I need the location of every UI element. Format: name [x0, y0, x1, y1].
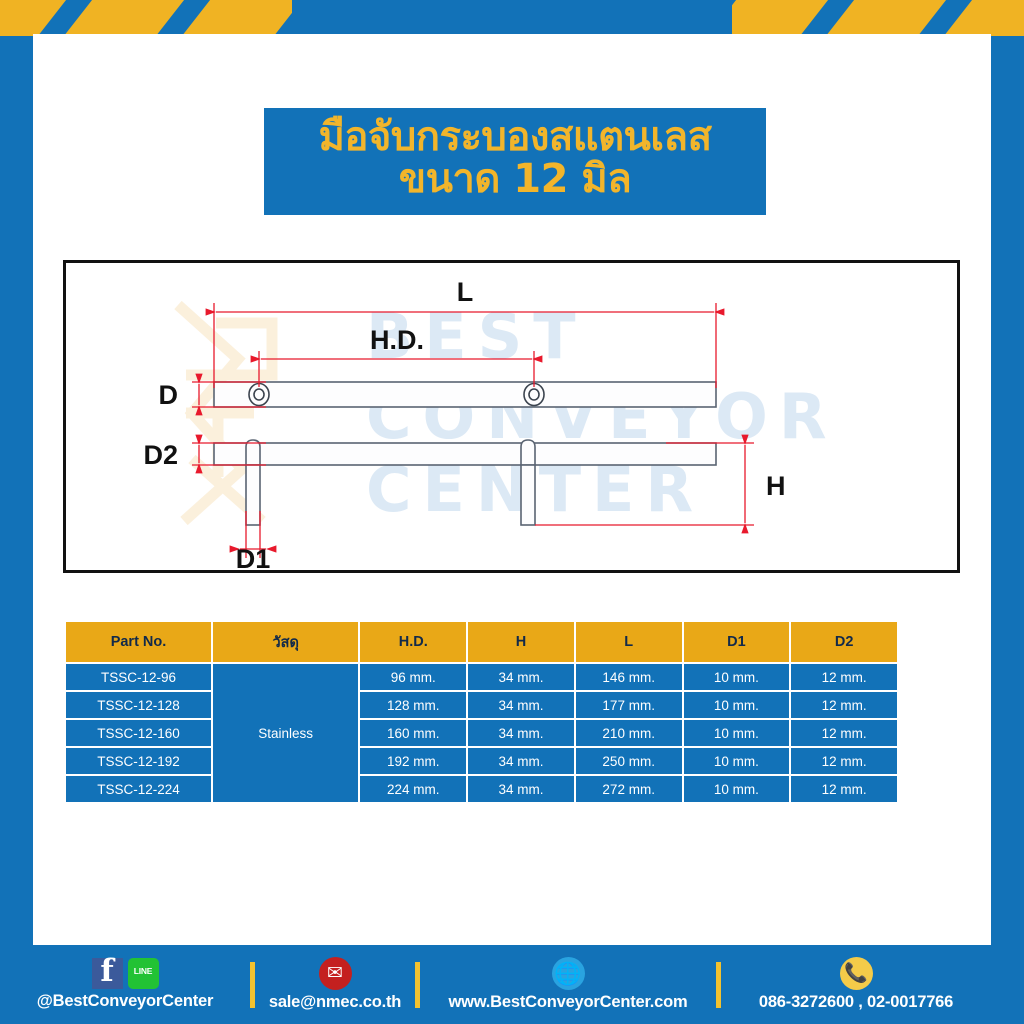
label-h: H — [766, 471, 786, 501]
page-title: มือจับกระบองสแตนเลส ขนาด 12 มิล — [264, 108, 766, 215]
footer-contact-bar: @BestConveyorCenter ✉ sale@nmec.co.th 🌐 … — [0, 945, 1024, 1024]
cell-d2: 12 mm. — [791, 692, 897, 718]
cell-part-no: TSSC-12-192 — [66, 748, 211, 774]
cell-d1: 10 mm. — [683, 720, 790, 746]
label-hd: H.D. — [370, 325, 424, 355]
column-header-hd: H.D. — [360, 622, 467, 662]
cell-hd: 128 mm. — [360, 692, 467, 718]
cell-l: 146 mm. — [575, 664, 682, 690]
footer-website-label: www.BestConveyorCenter.com — [448, 993, 688, 1011]
title-line-2: ขนาด 12 มิล — [398, 156, 632, 203]
footer-divider — [716, 961, 721, 1008]
corner-stripes-right — [732, 0, 1024, 36]
cell-part-no: TSSC-12-96 — [66, 664, 211, 690]
table-row: TSSC-12-192 192 mm. 34 mm. 250 mm. 10 mm… — [66, 748, 897, 774]
cell-h: 34 mm. — [468, 776, 574, 802]
cell-l: 250 mm. — [575, 748, 682, 774]
table-header-row: Part No. วัสดุ H.D. H L D1 D2 — [66, 622, 897, 662]
cell-hd: 96 mm. — [360, 664, 467, 690]
cell-hd: 224 mm. — [360, 776, 467, 802]
mail-icon[interactable]: ✉ — [318, 957, 352, 990]
column-header-d2: D2 — [791, 622, 897, 662]
column-header-material: วัสดุ — [212, 622, 359, 662]
line-icon[interactable] — [127, 958, 159, 989]
cell-h: 34 mm. — [468, 664, 574, 690]
footer-social[interactable]: @BestConveyorCenter — [0, 953, 250, 1011]
cell-h: 34 mm. — [468, 720, 574, 746]
cell-d1: 10 mm. — [683, 776, 790, 802]
cell-l: 177 mm. — [575, 692, 682, 718]
specification-table: Part No. วัสดุ H.D. H L D1 D2 TSSC-12-96… — [64, 620, 899, 804]
footer-phone[interactable]: 📞 086-3272600 , 02-0017766 — [721, 957, 991, 1012]
cell-d2: 12 mm. — [791, 720, 897, 746]
phone-icon[interactable]: 📞 — [839, 957, 873, 990]
cell-d2: 12 mm. — [791, 664, 897, 690]
label-d2: D2 — [143, 440, 178, 470]
cell-h: 34 mm. — [468, 692, 574, 718]
cell-part-no: TSSC-12-160 — [66, 720, 211, 746]
cell-d1: 10 mm. — [683, 748, 790, 774]
footer-phone-label: 086-3272600 , 02-0017766 — [758, 993, 954, 1011]
cell-d2: 12 mm. — [791, 776, 897, 802]
globe-icon[interactable]: 🌐 — [551, 957, 585, 990]
table-row: TSSC-12-128 128 mm. 34 mm. 177 mm. 10 mm… — [66, 692, 897, 718]
cell-d2: 12 mm. — [791, 748, 897, 774]
footer-social-label: @BestConveyorCenter — [36, 992, 214, 1010]
table-row: TSSC-12-224 224 mm. 34 mm. 272 mm. 10 mm… — [66, 776, 897, 802]
facebook-icon[interactable] — [91, 953, 123, 989]
corner-stripes-left — [0, 0, 292, 36]
label-d: D — [159, 380, 179, 410]
part-side-view — [213, 439, 717, 526]
column-header-part-no: Part No. — [66, 622, 211, 662]
technical-drawing: BEST CONVEYOR CENTER — [63, 260, 960, 573]
table-row: TSSC-12-96 Stainless 96 mm. 34 mm. 146 m… — [66, 664, 897, 802]
content-card: มือจับกระบองสแตนเลส ขนาด 12 มิล — [33, 34, 991, 945]
label-l: L — [457, 277, 474, 307]
cell-part-no: TSSC-12-224 — [66, 776, 211, 802]
title-line-1: มือจับกระบองสแตนเลส — [318, 114, 712, 160]
column-header-l: L — [575, 622, 682, 662]
part-top-view — [213, 381, 717, 408]
footer-website[interactable]: 🌐 www.BestConveyorCenter.com — [420, 957, 716, 1012]
label-d1: D1 — [236, 544, 271, 570]
table-row: TSSC-12-160 160 mm. 34 mm. 210 mm. 10 mm… — [66, 720, 897, 746]
drawing-svg: BEST CONVEYOR CENTER — [143, 277, 827, 570]
cell-hd: 192 mm. — [360, 748, 467, 774]
cell-d1: 10 mm. — [683, 692, 790, 718]
cell-material: Stainless — [212, 664, 359, 802]
cell-part-no: TSSC-12-128 — [66, 692, 211, 718]
footer-email[interactable]: ✉ sale@nmec.co.th — [255, 957, 415, 1012]
table-body: TSSC-12-96 Stainless 96 mm. 34 mm. 146 m… — [66, 664, 897, 802]
dimension-lines — [192, 303, 754, 558]
cell-l: 272 mm. — [575, 776, 682, 802]
cell-hd: 160 mm. — [360, 720, 467, 746]
footer-divider — [415, 961, 420, 1008]
column-header-d1: D1 — [683, 622, 790, 662]
footer-email-label: sale@nmec.co.th — [268, 993, 402, 1011]
cell-l: 210 mm. — [575, 720, 682, 746]
watermark: BEST CONVEYOR CENTER — [174, 300, 827, 526]
cell-h: 34 mm. — [468, 748, 574, 774]
column-header-h: H — [468, 622, 574, 662]
cell-d1: 10 mm. — [683, 664, 790, 690]
footer-divider — [250, 961, 255, 1008]
